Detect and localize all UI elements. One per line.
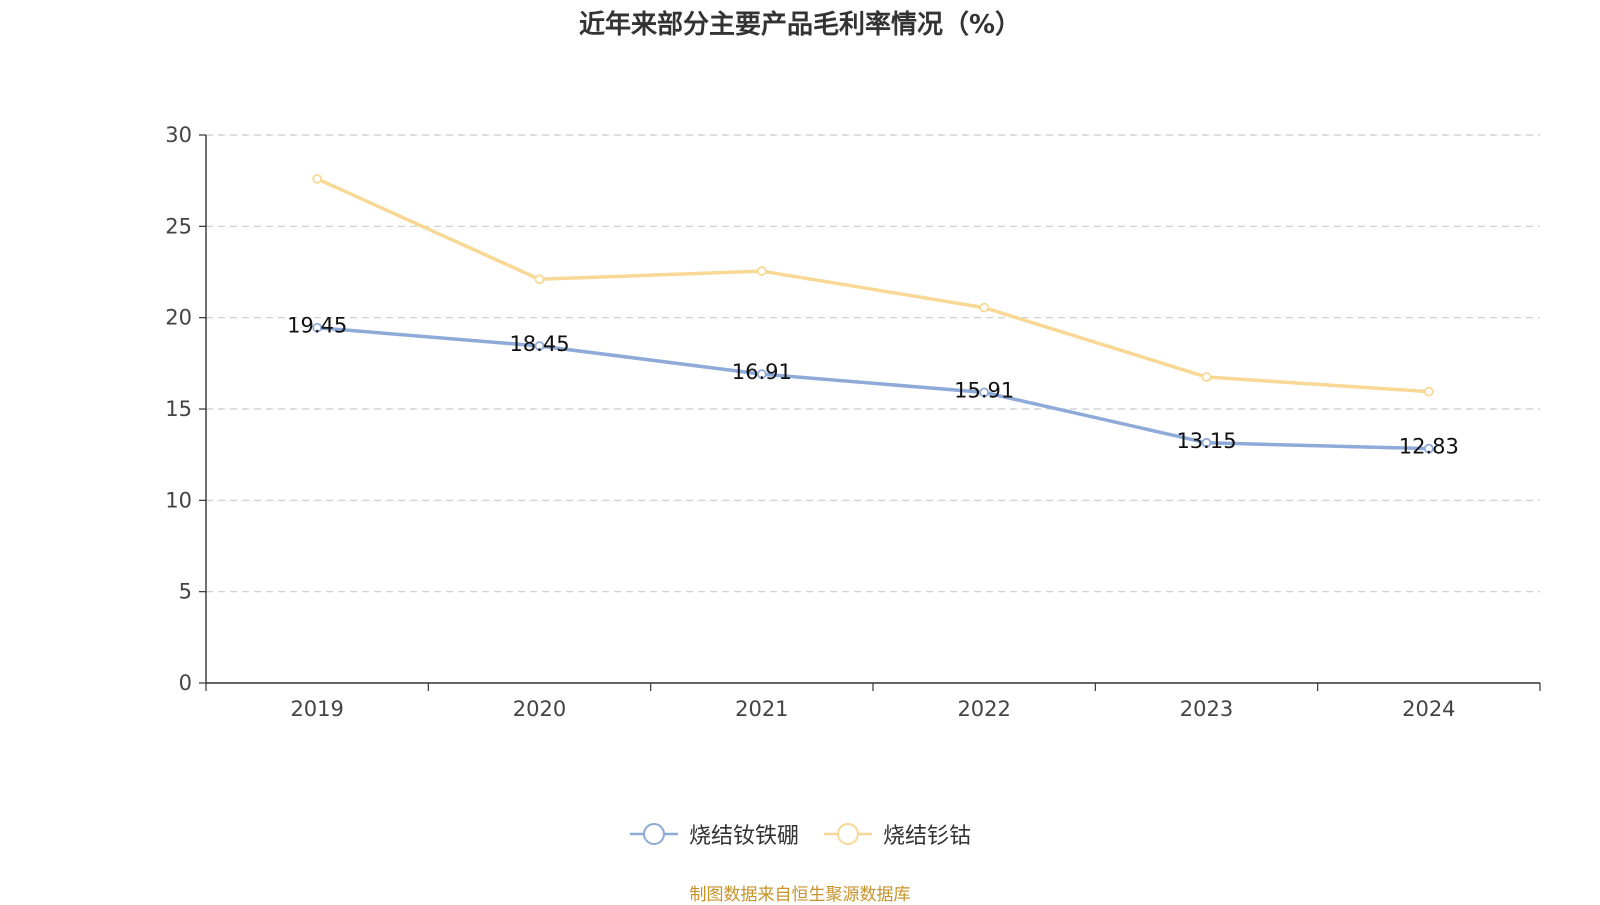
data-label: 19.45: [287, 314, 347, 338]
x-tick-label: 2024: [1402, 697, 1455, 721]
y-tick-label: 15: [165, 397, 192, 421]
legend: 烧结钕铁硼 烧结钐钴: [0, 818, 1600, 850]
data-point: [756, 369, 767, 380]
data-point: [534, 274, 545, 285]
y-tick-label: 30: [165, 123, 192, 147]
legend-label: 烧结钕铁硼: [688, 824, 799, 849]
data-label: 16.91: [732, 360, 792, 384]
grid-lines: [206, 134, 1540, 593]
chart-title: 近年来部分主要产品毛利率情况（%）: [578, 10, 1022, 40]
x-tick-label: 2023: [1180, 697, 1233, 721]
series-line-2: [316, 177, 1429, 394]
data-point: [756, 266, 767, 276]
x-tick-label: 2021: [735, 697, 788, 721]
data-label: 12.83: [1399, 435, 1459, 459]
y-tick-label: 10: [165, 488, 192, 512]
legend-item[interactable]: 烧结钕铁硼: [629, 818, 799, 850]
y-tick-label: 5: [179, 580, 192, 604]
data-point: [1423, 386, 1434, 397]
data-point: [312, 173, 323, 184]
legend-marker-icon: [629, 823, 678, 845]
data-point: [979, 302, 990, 313]
data-labels: 19.45 18.45 16.91 15.91 13.15 12.83: [287, 314, 1459, 459]
data-point: [1201, 372, 1212, 382]
data-label: 13.15: [1176, 429, 1236, 453]
legend-item[interactable]: 烧结钐钴: [823, 818, 971, 850]
legend-marker-icon: [824, 823, 872, 845]
series-line-1: [317, 325, 1429, 451]
axes: 0 5 10 15 20 25 30 2019 2020 2021 2022 2023 2024: [165, 123, 1541, 721]
data-label: 18.45: [509, 332, 569, 356]
data-point: [979, 387, 990, 398]
y-tick-label: 20: [165, 306, 192, 330]
y-tick-label: 25: [165, 214, 192, 238]
data-point: [534, 341, 545, 351]
data-point: [1201, 437, 1212, 448]
line-chart: 0 5 10 15 20 25 30 2019 2020 2021 2022 2023 2024 19.…: [165, 123, 1541, 721]
data-point: [1423, 443, 1434, 454]
data-source-note: 制图数据来自恒生聚源数据库: [689, 885, 911, 905]
y-tick-label: 0: [179, 671, 192, 695]
x-tick-label: 2022: [957, 697, 1010, 721]
x-tick-label: 2020: [513, 697, 566, 721]
legend-label: 烧结钐钴: [883, 824, 972, 849]
series-lines: [312, 173, 1434, 454]
data-point: [312, 322, 323, 333]
data-label: 15.91: [954, 378, 1014, 402]
x-tick-label: 2019: [290, 697, 343, 721]
